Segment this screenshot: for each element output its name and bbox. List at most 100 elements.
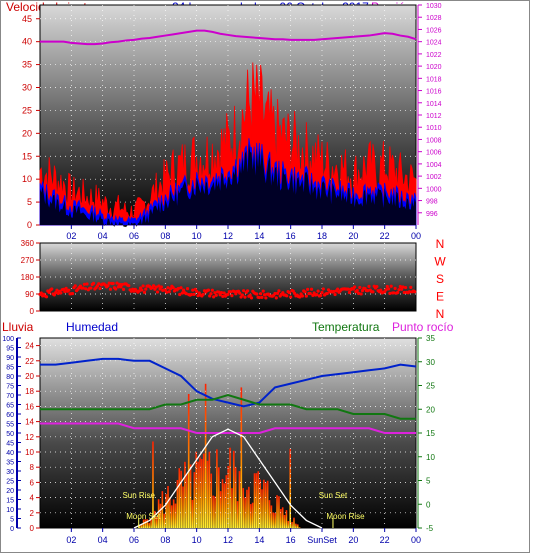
- rain-bar: [186, 474, 188, 528]
- humidity-tick-label: 80: [6, 374, 14, 381]
- rain-bar: [219, 491, 222, 528]
- rain-bar: [251, 502, 254, 528]
- time-tick-label: 10: [192, 535, 202, 545]
- direction-point: [401, 285, 405, 289]
- time-tick-label: 16: [286, 231, 296, 241]
- rain-bar: [180, 470, 182, 528]
- direction-point: [217, 290, 221, 294]
- rain-bar: [233, 450, 235, 528]
- humidity-tick-label: 20: [6, 488, 14, 495]
- rain-bar: [293, 517, 295, 528]
- rain-tick-label: 2: [30, 509, 35, 518]
- sun-moon-label: Sun Rise: [122, 491, 155, 500]
- pressure-axis: 996 998 1000 1002 1004 1006 1008 1010 1012 1014 10…: [417, 3, 442, 225]
- direction-point: [260, 295, 264, 299]
- direction-point: [262, 293, 267, 297]
- direction-point: [118, 282, 122, 286]
- pressure-tick-label: 1020: [426, 64, 442, 71]
- wind-tick-label: 15: [22, 151, 32, 161]
- compass-label: N: [436, 237, 445, 251]
- rain-bar: [229, 447, 231, 528]
- rain-bar: [202, 453, 205, 528]
- time-tick-label: 22: [380, 231, 390, 241]
- compass-label: N: [436, 307, 445, 321]
- temperature-tick-label: 20: [426, 405, 435, 414]
- direction-point: [157, 284, 161, 288]
- direction-point: [388, 291, 392, 295]
- direction-point: [212, 295, 216, 299]
- direction-point: [89, 286, 93, 290]
- direction-point: [98, 286, 102, 291]
- direction-point: [82, 282, 86, 286]
- direction-point: [308, 291, 312, 296]
- rain-tick-label: 6: [30, 478, 35, 487]
- humidity-tick-label: 30: [6, 469, 14, 476]
- direction-point: [106, 284, 110, 288]
- humidity-tick-label: 65: [6, 403, 14, 410]
- pressure-tick-label: 1002: [426, 174, 442, 181]
- rain-bar: [201, 459, 203, 528]
- rain-bar: [236, 501, 239, 528]
- direction-point: [195, 289, 199, 293]
- direction-point: [384, 288, 388, 292]
- rain-bar: [225, 475, 228, 528]
- sun-moon-label: Moon Set: [126, 512, 161, 521]
- direction-point: [379, 288, 383, 292]
- rain-bar: [167, 486, 169, 528]
- time-tick-label: 14: [254, 535, 264, 545]
- rain-tick-label: 14: [25, 418, 34, 427]
- pressure-tick-label: 1004: [426, 162, 442, 169]
- pressure-tick-label: 996: [426, 211, 438, 218]
- rain-bar: [263, 479, 265, 528]
- rain-bar: [206, 460, 209, 528]
- wind-tick-label: 5: [27, 197, 32, 207]
- direction-point: [332, 289, 336, 294]
- rain-tick-label: 12: [25, 433, 34, 442]
- rain-tick-label: 16: [25, 402, 34, 411]
- rain-bar: [227, 466, 229, 528]
- rain-bar: [272, 512, 275, 528]
- direction-point: [359, 292, 363, 296]
- time-tick-label: 14: [254, 231, 264, 241]
- humidity-tick-label: 100: [2, 336, 14, 343]
- direction-point: [165, 290, 169, 294]
- dewpoint-title: Punto rocío: [392, 320, 454, 334]
- direction-point: [155, 290, 160, 294]
- temperature-tick-label: 35: [426, 334, 435, 343]
- temperature-tick-label: 10: [426, 453, 435, 462]
- direction-point: [39, 291, 43, 295]
- pressure-tick-label: 1024: [426, 40, 442, 47]
- rain-bar: [146, 519, 149, 528]
- direction-point: [222, 291, 226, 295]
- direction-point: [44, 295, 49, 299]
- humidity-tick-label: 35: [6, 460, 14, 467]
- rain-bar: [187, 393, 190, 528]
- time-tick-label: 02: [66, 535, 76, 545]
- rain-bar: [223, 483, 226, 528]
- direction-point: [261, 289, 265, 293]
- direction-point: [55, 288, 59, 292]
- rain-bar: [255, 473, 258, 528]
- rain-bar: [217, 467, 220, 528]
- rain-bar: [165, 494, 167, 528]
- wind-tick-label: 40: [22, 37, 32, 47]
- direction-point: [221, 294, 225, 299]
- wind-tick-label: 45: [22, 14, 32, 24]
- direction-point: [392, 291, 396, 295]
- direction-axis: 0 90 180 270 360: [21, 239, 40, 316]
- humidity-axis: 0 5 10 15 20 25 30 35 40 45 50 55 60 65 70 75 80 85 90 95 10…: [2, 336, 21, 533]
- direction-point: [229, 290, 233, 294]
- humidity-tick-label: 55: [6, 422, 14, 429]
- direction-point: [64, 286, 68, 291]
- sun-moon-label: Moon Rise: [326, 512, 365, 521]
- direction-point: [257, 295, 261, 300]
- humidity-tick-label: 70: [6, 393, 14, 400]
- rain-bar: [159, 503, 162, 528]
- rain-tick-label: 24: [25, 342, 34, 351]
- rain-bar: [197, 461, 199, 528]
- direction-point: [274, 296, 278, 300]
- direction-point: [397, 288, 401, 292]
- direction-point: [47, 290, 51, 294]
